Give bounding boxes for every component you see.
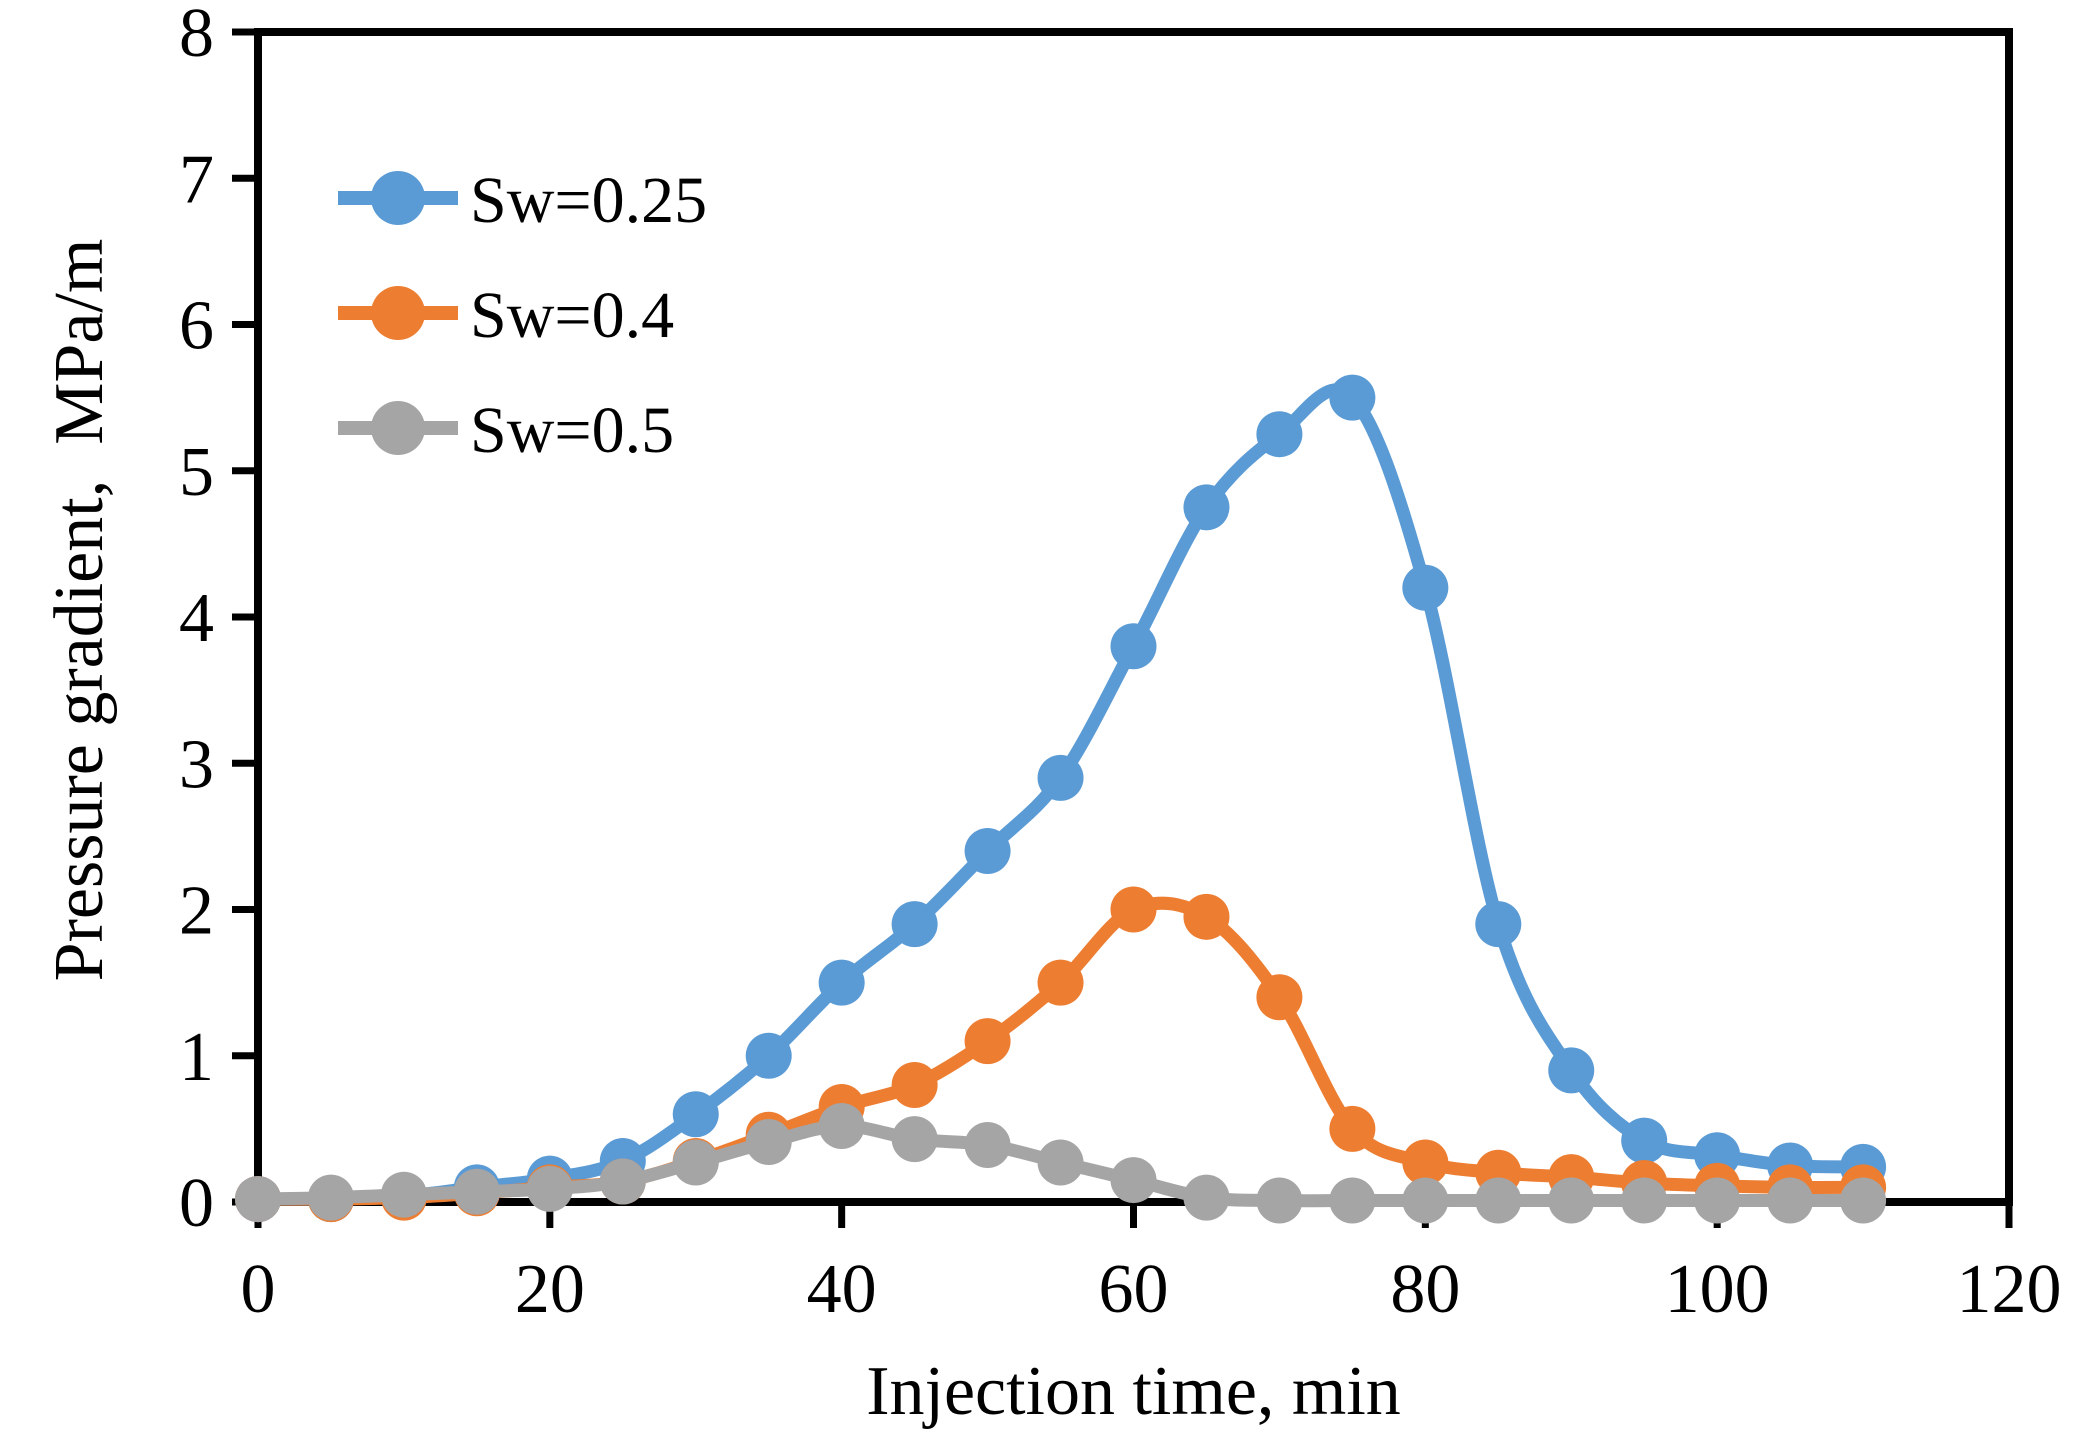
data-point-marker-series-2 (1548, 1177, 1595, 1224)
data-point-marker-series-0 (1037, 754, 1084, 801)
y-axis-tick-label: 4 (179, 580, 214, 657)
data-point-marker-series-0 (1475, 901, 1522, 948)
data-point-marker-series-0 (1402, 564, 1449, 611)
x-axis-tick-label: 100 (1665, 1251, 1770, 1328)
data-point-marker-series-2 (964, 1121, 1011, 1168)
legend-label: Sw=0.5 (470, 394, 674, 467)
data-point-marker-series-0 (1621, 1117, 1668, 1164)
data-point-marker-series-2 (380, 1171, 427, 1218)
data-point-marker-series-0 (964, 828, 1011, 874)
x-axis-tick-label: 0 (241, 1251, 276, 1328)
data-point-marker-series-2 (307, 1174, 354, 1221)
legend-marker-circle (371, 171, 425, 225)
x-axis-tick-label: 20 (515, 1251, 585, 1328)
data-point-marker-series-0 (745, 1032, 792, 1079)
data-point-marker-series-0 (1256, 411, 1303, 458)
data-point-marker-series-1 (1037, 959, 1084, 1006)
data-point-marker-series-1 (1183, 893, 1230, 940)
data-point-marker-series-2 (1475, 1177, 1522, 1224)
legend-marker-circle (371, 286, 425, 340)
data-point-marker-series-2 (672, 1139, 719, 1186)
data-point-marker-series-2 (1183, 1174, 1230, 1221)
data-point-marker-series-1 (964, 1018, 1011, 1065)
data-point-marker-series-0 (1329, 374, 1376, 421)
data-point-marker-series-1 (1402, 1139, 1449, 1186)
data-point-marker-series-1 (1256, 974, 1303, 1021)
x-axis-tick-label: 60 (1099, 1251, 1169, 1328)
data-point-marker-series-1 (1110, 886, 1157, 933)
data-point-marker-series-0 (891, 901, 938, 948)
data-point-marker-series-0 (672, 1091, 719, 1138)
data-point-marker-series-0 (1548, 1047, 1595, 1094)
data-point-marker-series-2 (526, 1165, 573, 1212)
data-point-marker-series-2 (891, 1116, 938, 1163)
legend-label: Sw=0.4 (470, 279, 674, 352)
y-axis-tick-label: 5 (179, 434, 214, 511)
data-point-marker-series-2 (453, 1168, 500, 1215)
data-point-marker-series-0 (1110, 623, 1157, 670)
data-point-marker-series-1 (1329, 1105, 1376, 1152)
data-point-marker-series-2 (1329, 1177, 1376, 1224)
y-axis-tick-label: 2 (179, 873, 214, 950)
y-axis-tick-label: 8 (179, 0, 214, 72)
data-point-marker-series-2 (1110, 1157, 1157, 1204)
data-point-marker-series-1 (891, 1062, 938, 1108)
data-point-marker-series-2 (599, 1158, 646, 1205)
data-point-marker-series-2 (745, 1119, 792, 1166)
data-point-marker-series-2 (818, 1102, 865, 1149)
data-point-marker-series-2 (1256, 1177, 1303, 1224)
x-axis-tick-label: 40 (807, 1251, 877, 1328)
legend-marker-circle (371, 401, 425, 455)
data-point-marker-series-2 (1840, 1177, 1887, 1224)
data-point-marker-series-0 (1183, 484, 1230, 531)
data-point-marker-series-2 (1694, 1177, 1741, 1224)
y-axis-tick-label: 3 (179, 726, 214, 803)
data-point-marker-series-2 (235, 1176, 281, 1223)
data-point-marker-series-0 (818, 959, 865, 1006)
y-axis-tick-label: 0 (179, 1165, 214, 1242)
data-point-marker-series-2 (1402, 1177, 1449, 1224)
x-axis-tick-label: 80 (1390, 1251, 1460, 1328)
x-axis-tick-label: 120 (1957, 1251, 2062, 1328)
y-axis-tick-label: 7 (179, 141, 214, 218)
legend-label: Sw=0.25 (470, 164, 707, 237)
data-point-marker-series-2 (1621, 1177, 1668, 1224)
data-point-marker-series-2 (1767, 1177, 1814, 1224)
data-point-marker-series-2 (1037, 1139, 1084, 1186)
y-axis-tick-label: 1 (179, 1019, 214, 1096)
y-axis-tick-label: 6 (179, 288, 214, 365)
